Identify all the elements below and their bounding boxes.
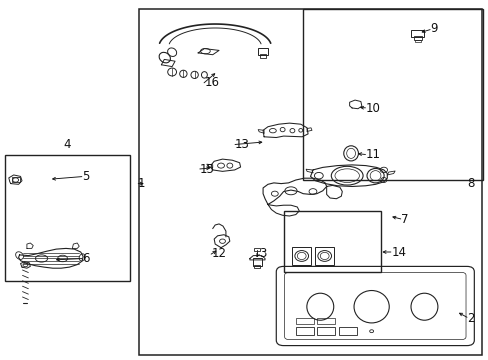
Text: 9: 9: [429, 22, 437, 35]
Text: 3: 3: [259, 247, 266, 260]
Text: 2: 2: [466, 312, 473, 325]
Bar: [303, 9, 482, 180]
Bar: [254, 265, 260, 268]
Bar: [316, 327, 335, 335]
Bar: [5, 155, 129, 281]
Bar: [260, 54, 265, 58]
Text: 5: 5: [82, 170, 89, 183]
Text: 7: 7: [400, 213, 407, 226]
Text: 6: 6: [82, 252, 89, 265]
Bar: [283, 211, 381, 272]
Text: 15: 15: [199, 163, 214, 176]
Text: 8: 8: [466, 177, 473, 190]
Bar: [295, 318, 314, 324]
Bar: [413, 36, 421, 40]
Text: 13: 13: [234, 138, 249, 151]
Text: 11: 11: [365, 148, 380, 161]
Bar: [258, 48, 267, 55]
Text: 4: 4: [63, 138, 71, 150]
Bar: [315, 247, 333, 265]
Bar: [414, 40, 420, 42]
Bar: [316, 318, 335, 324]
Bar: [410, 30, 424, 37]
Text: 14: 14: [390, 246, 406, 258]
Text: 16: 16: [204, 76, 219, 89]
Bar: [139, 9, 481, 355]
Bar: [295, 327, 314, 335]
Bar: [12, 177, 20, 182]
Text: 1: 1: [138, 177, 145, 190]
Text: 10: 10: [365, 102, 380, 114]
Bar: [254, 248, 260, 251]
Bar: [252, 258, 261, 266]
Bar: [292, 247, 310, 265]
Text: 12: 12: [211, 247, 226, 260]
Bar: [338, 327, 357, 335]
